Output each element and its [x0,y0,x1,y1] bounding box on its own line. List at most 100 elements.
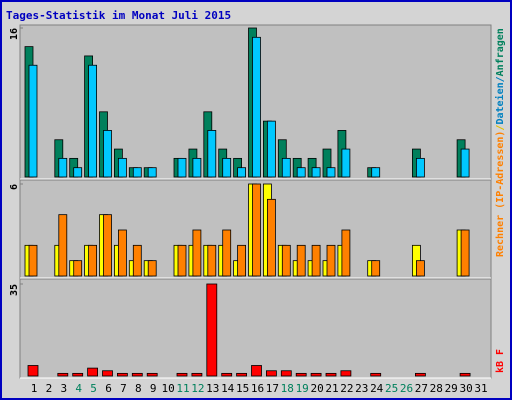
x-tick-label: 31 [474,382,487,395]
bar [206,283,218,377]
bar [28,244,38,277]
bar [266,120,276,178]
bar [87,367,98,377]
bar [192,229,202,277]
bar [281,157,291,178]
side-label-part: Dateien [494,82,506,124]
bar [177,244,187,277]
x-tick-label: 18 [281,382,294,395]
bar [221,372,233,377]
x-tick-label: 20 [310,382,323,395]
bar [147,260,157,277]
x-tick-label: 11 [176,382,189,395]
bar [325,372,337,377]
bar [73,260,83,277]
bar [281,244,291,277]
bar [103,214,112,277]
bar [460,229,470,277]
x-tick-label: 30 [459,382,472,395]
bar [311,244,321,277]
bar [191,372,203,377]
x-tick-label: 7 [120,382,127,395]
bar [146,372,158,377]
bar [88,64,97,178]
bar [73,167,83,178]
bar [222,157,232,178]
x-tick-label: 15 [236,382,249,395]
bar [266,198,276,277]
bar [57,372,69,377]
bar [326,167,336,178]
bar [371,260,381,277]
bar [280,370,292,377]
x-tick-label: 26 [400,382,413,395]
x-tick-label: 1 [31,382,38,395]
x-tick-label: 13 [206,382,219,395]
x-tick-label: 25 [385,382,398,395]
x-tick-label: 29 [445,382,458,395]
bar [192,157,202,178]
bar [118,157,127,178]
y-tick-label: 6 [9,184,20,190]
x-tick-label: 3 [60,382,67,395]
side-label-part: / [495,76,506,82]
bar [176,372,188,377]
bar [58,157,68,178]
x-tick-label: 12 [191,382,204,395]
side-label: kB F [495,349,506,373]
bar [236,372,248,377]
bar [118,229,127,277]
bar [295,372,307,377]
bar [177,157,187,178]
x-tick-label: 6 [105,382,112,395]
bar [222,229,232,277]
bar [370,372,382,377]
panel [19,278,492,379]
bar [237,244,247,277]
bar [296,244,306,277]
x-tick-label: 28 [430,382,443,395]
x-tick-label: 19 [296,382,309,395]
x-tick-label: 8 [135,382,142,395]
bar [311,167,321,178]
bar [252,36,261,178]
x-tick-label: 2 [46,382,53,395]
bar [310,372,322,377]
bar [72,372,84,377]
bar [415,157,425,178]
x-tick-label: 24 [370,382,384,395]
bar [459,372,471,377]
x-tick-label: 17 [266,382,279,395]
bar [415,260,425,277]
x-tick-label: 16 [251,382,264,395]
bar [237,167,247,178]
chart-title: Tages-Statistik im Monat Juli 2015 [6,9,231,22]
y-tick-label: 16 [9,28,20,40]
x-tick-label: 22 [340,382,353,395]
side-label-part: / [495,125,506,131]
x-tick-label: 14 [221,382,235,395]
bar [131,372,143,377]
x-tick-label: 9 [150,382,157,395]
bar [340,370,352,377]
bar [132,167,142,178]
bar [27,365,39,377]
bar [58,214,68,277]
bar [296,167,306,178]
bar [207,244,217,277]
bar [103,130,112,178]
bar [132,244,142,277]
x-tick-label: 10 [161,382,174,395]
bar [371,167,381,178]
bar [147,167,157,178]
side-label-part: Anfragen [495,28,506,76]
x-tick-label: 4 [75,382,82,395]
bar [460,148,470,178]
bar [207,130,217,178]
side-label-part: Rechner (IP-Adressen) [495,131,506,257]
bar [326,244,336,277]
bar [265,370,277,377]
x-tick-label: 23 [355,382,368,395]
bar [341,229,351,277]
